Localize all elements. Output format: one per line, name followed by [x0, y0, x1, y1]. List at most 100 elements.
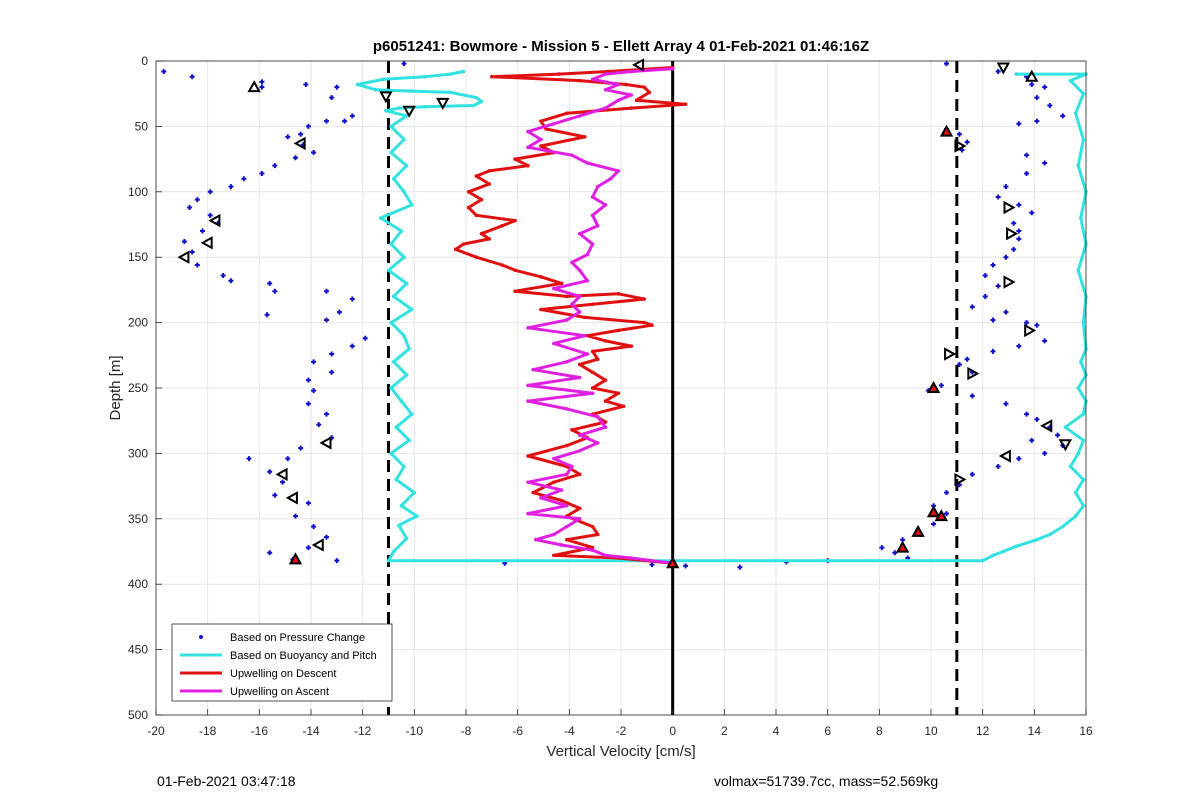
pressure-point — [305, 545, 311, 551]
y-tick-label: 150 — [128, 250, 148, 264]
series-point — [1001, 549, 1006, 554]
series-point — [531, 490, 535, 495]
event-marker-triangle-left — [1040, 419, 1053, 433]
pressure-point — [1016, 343, 1022, 349]
series-point — [526, 383, 530, 388]
series-point — [526, 129, 530, 134]
pressure-point — [305, 377, 311, 383]
series-point — [526, 399, 530, 403]
pressure-point — [938, 382, 944, 388]
event-marker-triangle-right — [1024, 323, 1037, 338]
pressure-point — [1024, 152, 1030, 158]
pressure-point — [329, 369, 335, 375]
series-point — [539, 119, 543, 123]
pressure-point — [311, 524, 317, 530]
series-point — [1079, 216, 1083, 220]
x-tick-label: -8 — [461, 724, 472, 738]
y-axis-label: Depth [m] — [107, 355, 124, 420]
pressure-point — [272, 492, 278, 498]
pressure-point — [1024, 170, 1030, 176]
chart-title: p6051241: Bowmore - Mission 5 - Ellett A… — [373, 38, 869, 55]
series-point — [577, 114, 582, 118]
series-point — [409, 307, 414, 312]
series-point — [391, 176, 396, 181]
series-point — [1063, 425, 1068, 430]
series-line — [356, 70, 1088, 563]
series-point — [577, 78, 582, 83]
series-point — [1081, 91, 1086, 96]
pressure-point — [228, 184, 234, 190]
legend-label: Upwelling on Descent — [230, 668, 336, 680]
series-point — [603, 553, 608, 558]
x-tick-label: 16 — [1079, 724, 1093, 738]
pressure-point — [1003, 401, 1009, 407]
series-point — [564, 318, 569, 322]
event-marker-triangle-left — [311, 538, 324, 552]
series-point — [616, 82, 621, 87]
pressure-point — [189, 74, 195, 80]
pressure-point — [649, 562, 655, 568]
series-point — [1014, 72, 1019, 76]
series-point — [585, 333, 590, 338]
series-point — [583, 333, 587, 338]
pressure-point — [349, 296, 355, 302]
series-point — [526, 480, 530, 484]
x-tick-label: 12 — [976, 724, 990, 738]
series-point — [577, 375, 582, 380]
pressure-point — [964, 356, 970, 362]
series-point — [590, 386, 595, 390]
event-marker-triangle-left — [177, 250, 190, 264]
pressure-point — [264, 312, 270, 318]
event-marker-triangle-left — [208, 213, 221, 228]
series-point — [595, 184, 600, 189]
pressure-point — [272, 288, 278, 294]
pressure-point — [311, 150, 317, 156]
legend-entries: Based on Pressure Change Based on Buoyanc… — [180, 632, 377, 698]
series-point — [577, 268, 582, 273]
series-point — [1081, 477, 1086, 482]
series-point — [590, 242, 595, 246]
series-point — [389, 124, 393, 129]
series-point — [1073, 111, 1078, 116]
pressure-point — [305, 401, 311, 407]
event-marker-triangle-right — [954, 139, 967, 153]
pressure-point — [995, 463, 1001, 469]
series-point — [559, 498, 564, 503]
x-tick-label: -4 — [564, 724, 575, 738]
pressure-point — [1003, 184, 1009, 190]
series-point — [608, 176, 613, 181]
series-point — [399, 503, 404, 508]
pressure-point — [683, 563, 689, 569]
series-point — [585, 352, 590, 356]
pressure-point — [737, 564, 743, 570]
series-point — [397, 106, 401, 110]
series-point — [474, 255, 479, 259]
series-point — [407, 346, 411, 351]
series-point — [559, 488, 564, 492]
series-point — [585, 161, 590, 165]
pressure-point — [161, 68, 167, 74]
pressure-point — [246, 456, 252, 462]
series-point — [590, 548, 595, 552]
series-point — [466, 190, 471, 194]
pressure-point — [329, 351, 335, 357]
x-tick-label: 8 — [876, 724, 883, 738]
pressure-point — [267, 469, 273, 475]
series-point — [404, 536, 409, 541]
pressure-point — [272, 163, 278, 169]
event-marker-triangle-up — [895, 540, 910, 553]
series-point — [500, 263, 504, 267]
series-point — [595, 357, 600, 362]
pressure-point — [259, 84, 265, 90]
series-3 — [526, 67, 675, 566]
series-point — [570, 153, 574, 157]
series-point — [539, 137, 543, 142]
series-point — [590, 349, 595, 354]
pressure-point — [1003, 254, 1009, 260]
series-point — [402, 333, 406, 338]
series-point — [394, 477, 399, 482]
series-point — [585, 252, 590, 257]
series-point — [552, 532, 556, 537]
series-point — [603, 339, 608, 343]
event-marker-triangle-right — [1003, 200, 1016, 215]
